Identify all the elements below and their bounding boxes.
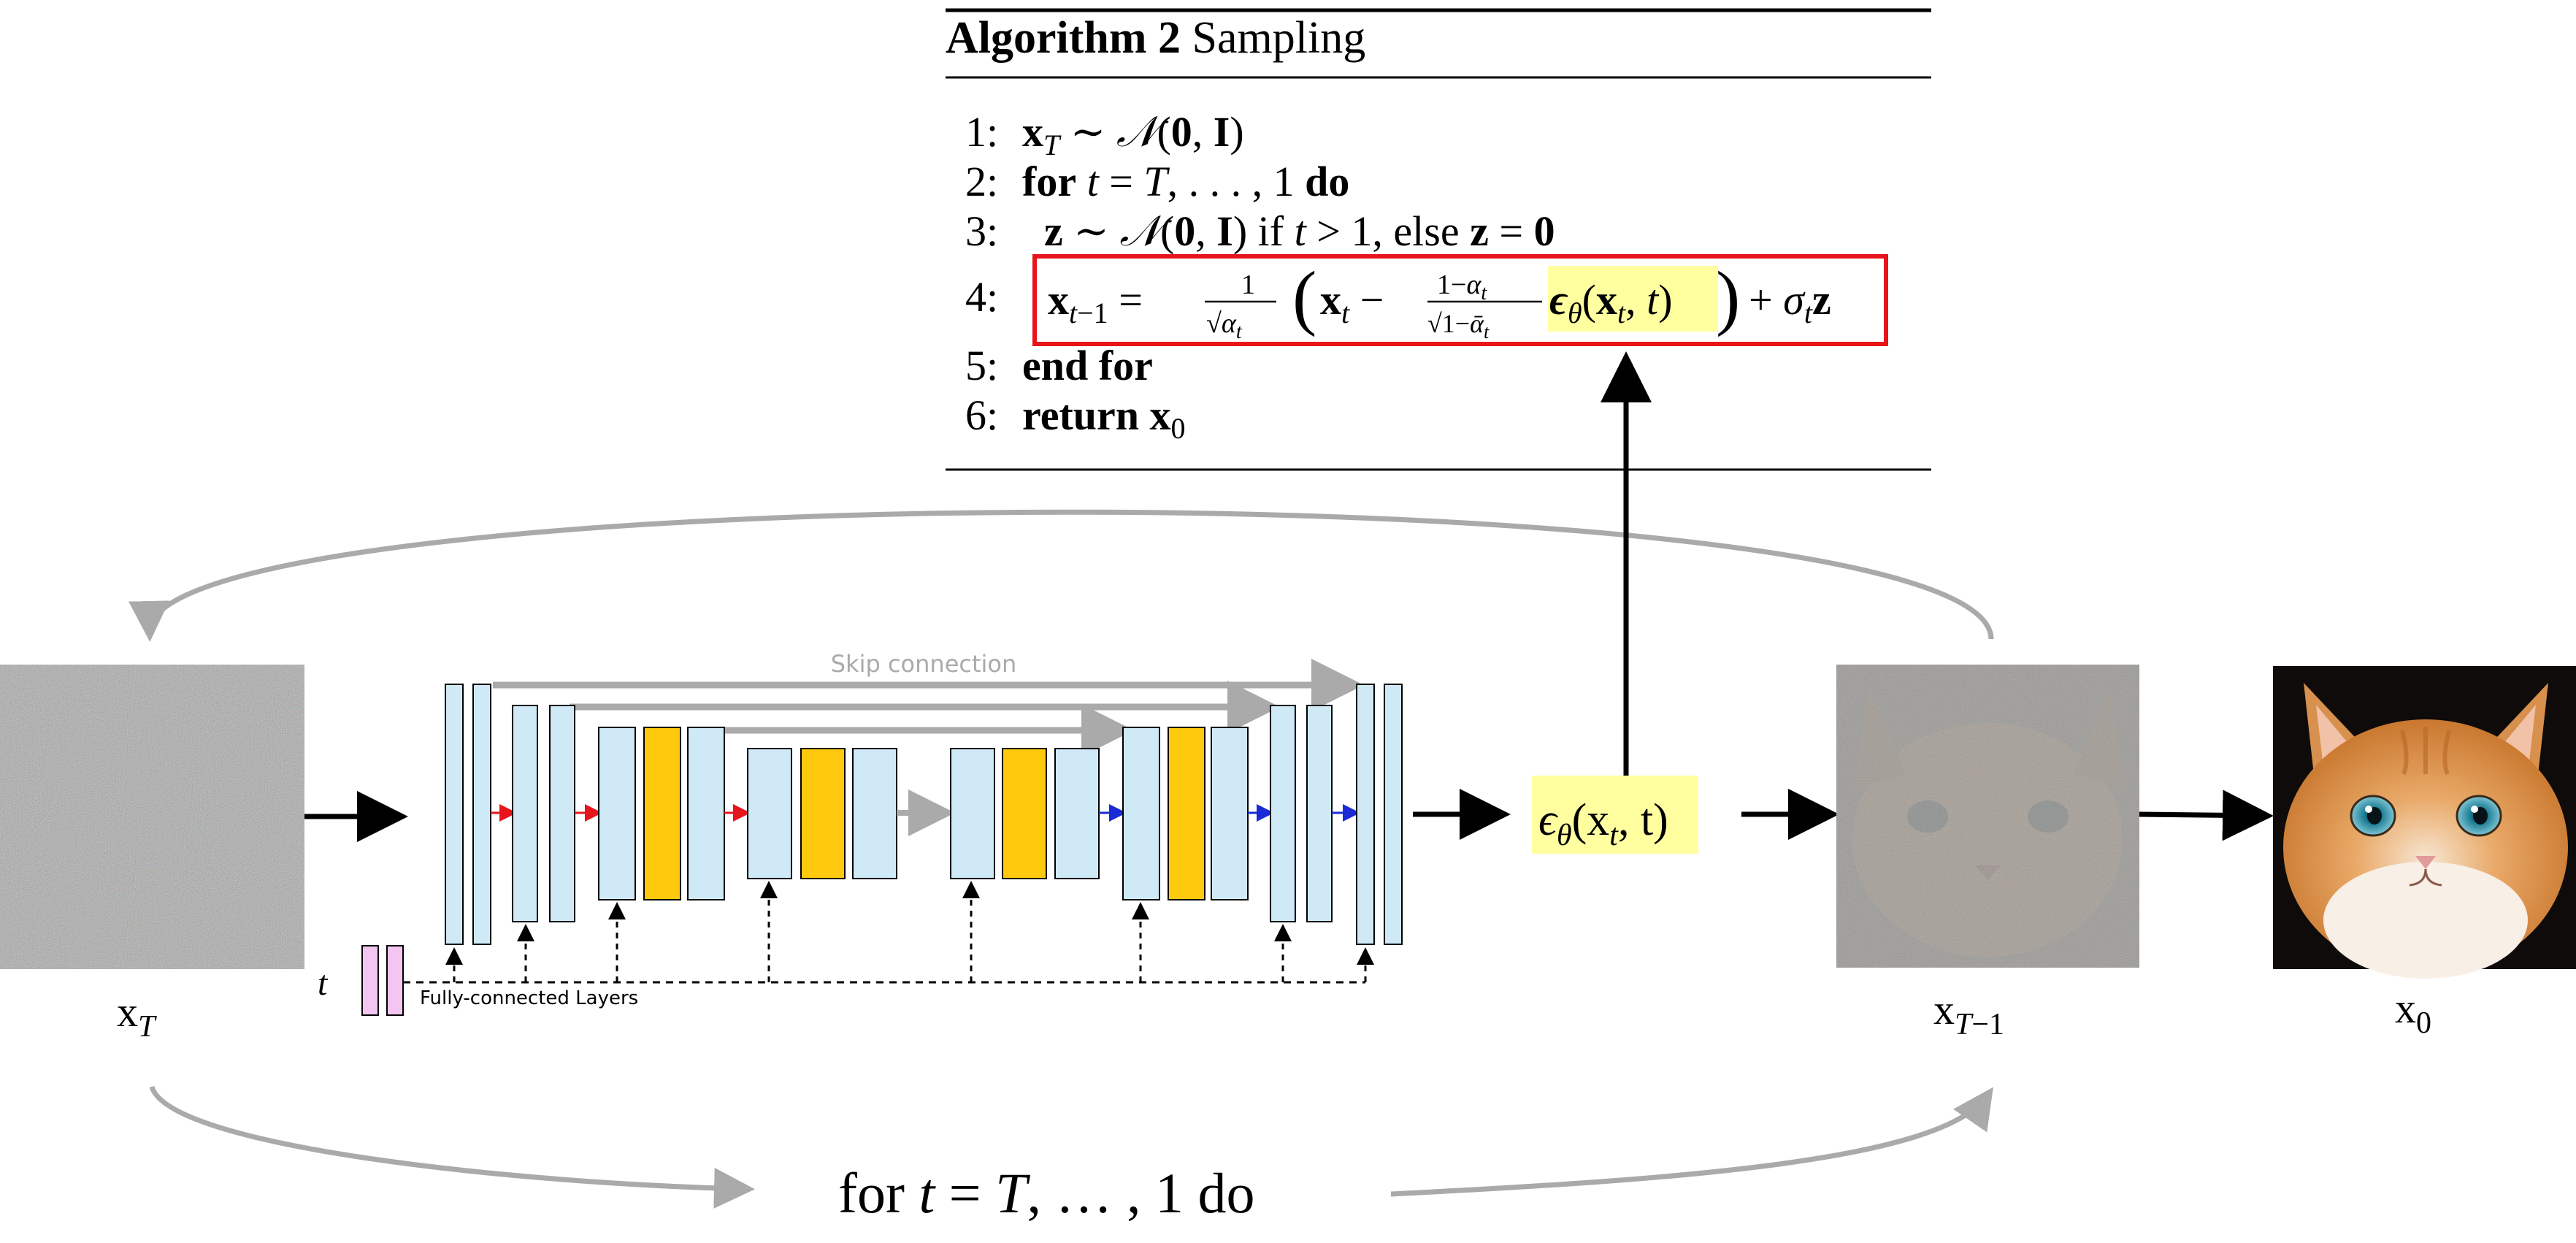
algorithm-line-4: 4: xt−1 = 1 √αt ( xt − 1−αt √1−ᾱt ϵθ(xt,… — [965, 254, 1888, 346]
decoder-block — [1356, 684, 1375, 945]
svg-text:xT ∼ 𝒩(0, I): xT ∼ 𝒩(0, I) — [1022, 108, 1244, 161]
encoder-block — [598, 727, 636, 900]
svg-text:6:: 6: — [965, 391, 998, 439]
algorithm-line-1: 1: xT ∼ 𝒩(0, I) — [965, 108, 1244, 161]
t-label: t — [318, 964, 329, 1003]
svg-text:√1−ᾱt: √1−ᾱt — [1427, 309, 1490, 343]
fc-layer-block — [386, 945, 404, 1016]
algorithm-line-2: 2: for t = T, . . . , 1 do — [965, 158, 1349, 205]
svg-text:for t = T, . . . , 1 do: for t = T, . . . , 1 do — [1022, 158, 1349, 205]
svg-text:end for: end for — [1022, 342, 1153, 389]
encoder-block — [472, 684, 491, 945]
svg-text:(: ( — [1292, 256, 1316, 337]
svg-text:+ σtz: + σtz — [1749, 276, 1831, 329]
loop-arc-top — [129, 509, 1994, 642]
time-embedding-taps — [445, 881, 1374, 982]
fc-layer-block — [361, 945, 379, 1016]
cat-image-x0 — [2273, 666, 2576, 979]
attention-block — [643, 727, 681, 900]
loop-arc-bottom-left — [149, 1085, 755, 1209]
label-x0: x0 — [2395, 984, 2431, 1040]
svg-text:1:: 1: — [965, 108, 998, 156]
epsilon-highlight — [1548, 266, 1718, 332]
svg-text:xt −: xt − — [1320, 276, 1384, 329]
loop-label: for t = T, … , 1 do — [838, 1161, 1255, 1225]
decoder-block — [1122, 727, 1160, 900]
epsilon-output-box: ϵθ(xt, t) — [1532, 776, 1698, 854]
svg-text:4:: 4: — [965, 273, 998, 321]
label-xT1: xT−1 — [1933, 986, 2004, 1041]
svg-text:ϵθ(xt, t): ϵθ(xt, t) — [1549, 276, 1673, 329]
svg-text:xt−1 =: xt−1 = — [1048, 276, 1143, 329]
label-xT: xT — [117, 988, 157, 1044]
arrow-xT1-to-x0 — [2139, 789, 2274, 841]
bottleneck-block — [1054, 748, 1100, 879]
unet-diagram: Skip connection t Fu — [318, 650, 1403, 1016]
attention-block — [1168, 727, 1205, 900]
svg-text:√αt: √αt — [1206, 308, 1243, 343]
svg-text:5:: 5: — [965, 342, 998, 389]
svg-text:1: 1 — [1241, 269, 1255, 300]
loop-arc-bottom-right — [1390, 1087, 1993, 1197]
algorithm-line-6: 6: return x0 — [965, 391, 1186, 445]
algorithm-line-3: 3: z ∼ 𝒩(0, I) if t > 1, else z = 0 — [965, 207, 1555, 255]
algorithm-box: Algorithm 2 Sampling 1: xT ∼ 𝒩(0, I) 2: … — [946, 8, 1931, 471]
encoder-block — [687, 727, 725, 900]
noisy-cat-image — [1836, 665, 2139, 968]
svg-text:): ) — [1716, 256, 1740, 337]
svg-text:z ∼ 𝒩(0, I) if t > 1, else z: z ∼ 𝒩(0, I) if t > 1, else z = 0 — [1044, 207, 1555, 255]
attention-block — [800, 748, 846, 879]
decoder-block — [1211, 727, 1249, 900]
bottleneck-block — [747, 748, 792, 879]
svg-text:1−αt: 1−αt — [1437, 269, 1487, 305]
bottleneck-block — [950, 748, 995, 879]
decoder-block — [1384, 684, 1403, 945]
encoder-block — [549, 705, 575, 922]
svg-text:ϵθ(xt, t): ϵθ(xt, t) — [1538, 795, 1668, 852]
decoder-block — [1270, 705, 1296, 922]
svg-text:return x0: return x0 — [1022, 391, 1186, 445]
encoder-block — [512, 705, 538, 922]
svg-text:3:: 3: — [965, 207, 998, 255]
equation-highlight-box — [1032, 254, 1888, 346]
svg-text:2:: 2: — [965, 158, 998, 205]
fc-label: Fully-connected Layers — [420, 987, 638, 1009]
bottleneck-block — [852, 748, 897, 879]
decoder-block — [1306, 705, 1333, 922]
algorithm-title: Algorithm 2 Sampling — [946, 13, 1365, 63]
encoder-block — [445, 684, 464, 945]
noise-image-xT — [0, 665, 304, 969]
algorithm-line-5: 5: end for — [965, 342, 1153, 389]
attention-block — [1002, 748, 1047, 879]
skip-connection-label: Skip connection — [831, 650, 1017, 678]
